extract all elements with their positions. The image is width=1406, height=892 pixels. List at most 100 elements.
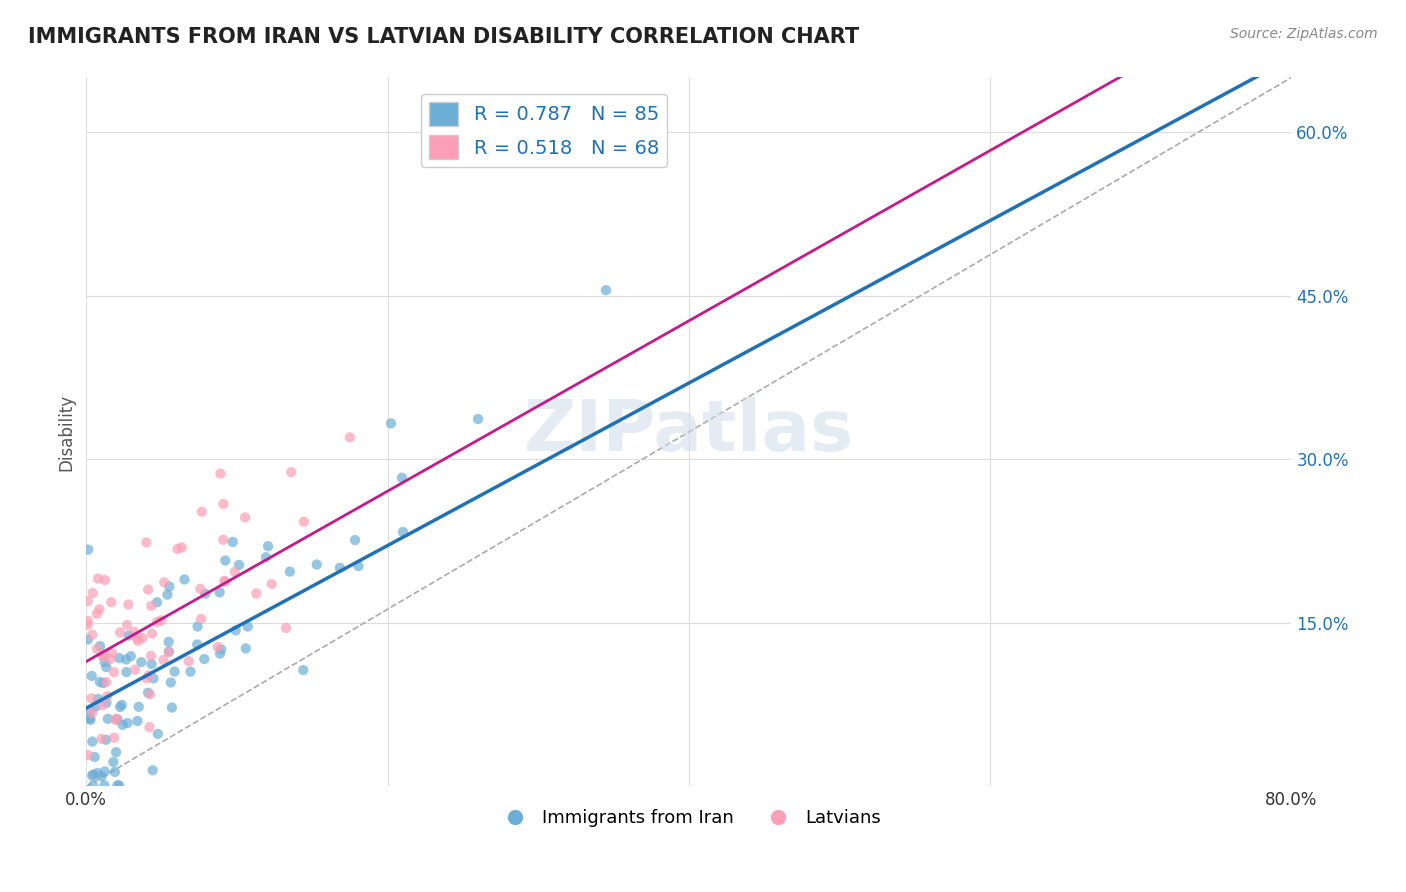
Point [86, 641, 108, 656]
Point [138, 668, 160, 682]
Point [91, 649, 114, 664]
Point [170, 541, 193, 555]
Point [347, 559, 370, 574]
Point [257, 539, 280, 553]
Point [1310, 103, 1333, 118]
Point [344, 533, 367, 547]
Point [127, 633, 149, 648]
Point [236, 619, 259, 633]
Text: Source: ZipAtlas.com: Source: ZipAtlas.com [1230, 27, 1378, 41]
Point [209, 467, 232, 481]
Point [292, 515, 315, 529]
Point [122, 624, 145, 639]
Point [135, 535, 157, 549]
Point [467, 412, 489, 426]
Point [150, 613, 173, 627]
Point [138, 720, 160, 734]
Point [98, 652, 121, 666]
Point [91, 698, 114, 713]
Point [208, 647, 231, 661]
Point [76, 617, 98, 632]
Point [111, 718, 134, 732]
Point [93, 655, 115, 669]
Point [117, 598, 139, 612]
Point [111, 698, 134, 712]
Point [82, 586, 104, 600]
Point [329, 561, 352, 575]
Point [339, 430, 361, 444]
Point [76, 594, 98, 608]
Point [103, 731, 125, 745]
Point [118, 629, 141, 643]
Point [157, 579, 180, 593]
Point [173, 573, 195, 587]
Point [194, 587, 217, 601]
Point [274, 621, 297, 635]
Point [305, 558, 328, 572]
Point [141, 599, 163, 613]
Point [224, 565, 246, 579]
Point [146, 595, 169, 609]
Point [77, 542, 100, 557]
Point [79, 713, 101, 727]
Point [83, 750, 105, 764]
Point [86, 766, 108, 780]
Point [108, 625, 131, 640]
Point [187, 619, 209, 633]
Point [115, 665, 138, 679]
Point [124, 663, 146, 677]
Point [233, 510, 256, 524]
Point [89, 602, 111, 616]
Point [89, 674, 111, 689]
Point [214, 574, 236, 589]
Point [142, 764, 165, 778]
Point [228, 558, 250, 572]
Point [278, 565, 301, 579]
Point [108, 700, 131, 714]
Point [108, 778, 131, 792]
Point [105, 745, 128, 759]
Point [157, 645, 180, 659]
Point [141, 657, 163, 672]
Point [84, 699, 107, 714]
Point [76, 632, 98, 647]
Point [392, 524, 415, 539]
Point [380, 417, 402, 431]
Point [90, 731, 112, 746]
Point [292, 663, 315, 677]
Point [280, 465, 302, 479]
Point [104, 713, 127, 727]
Point [94, 764, 117, 779]
Point [177, 654, 200, 668]
Point [225, 624, 247, 638]
Point [87, 692, 110, 706]
Point [100, 595, 122, 609]
Point [115, 652, 138, 666]
Point [91, 676, 114, 690]
Point [91, 648, 114, 662]
Point [160, 675, 183, 690]
Point [186, 638, 208, 652]
Point [146, 727, 169, 741]
Text: ZIPatlas: ZIPatlas [524, 398, 853, 467]
Point [80, 691, 103, 706]
Point [209, 642, 232, 657]
Point [96, 689, 118, 703]
Point [391, 471, 413, 485]
Point [105, 712, 128, 726]
Point [142, 672, 165, 686]
Point [193, 652, 215, 666]
Point [141, 626, 163, 640]
Point [101, 646, 124, 660]
Point [235, 641, 257, 656]
Point [131, 631, 153, 645]
Point [104, 764, 127, 779]
Point [188, 582, 211, 596]
Point [107, 712, 129, 726]
Point [136, 686, 159, 700]
Point [139, 687, 162, 701]
Point [166, 541, 188, 556]
Point [82, 706, 104, 720]
Point [190, 612, 212, 626]
Point [76, 748, 98, 763]
